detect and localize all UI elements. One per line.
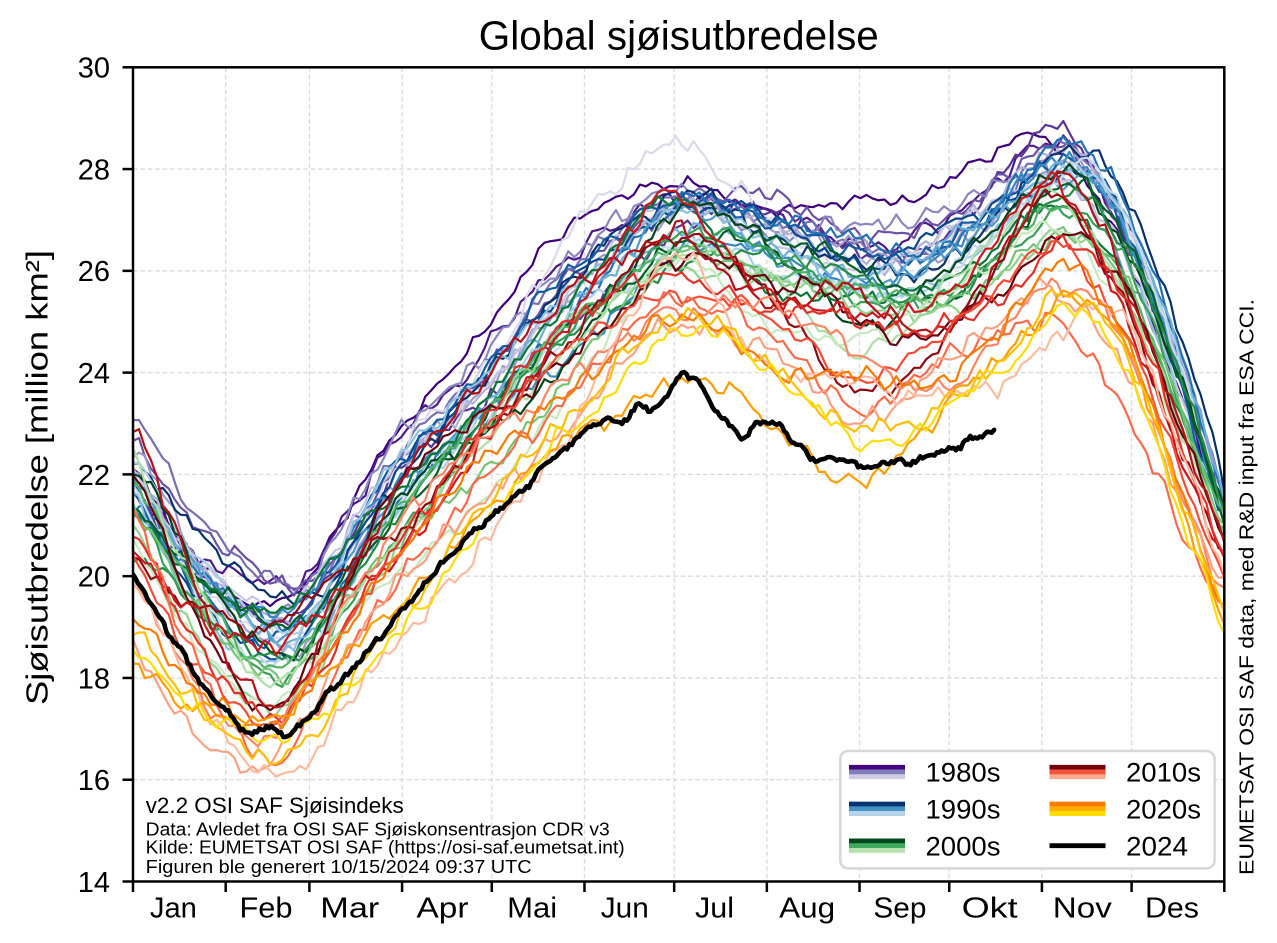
svg-text:24: 24 — [78, 358, 110, 390]
svg-text:30: 30 — [78, 53, 110, 85]
svg-text:1990s: 1990s — [926, 794, 1001, 824]
svg-text:Sep: Sep — [873, 893, 926, 925]
svg-text:2020s: 2020s — [1126, 794, 1201, 824]
svg-text:26: 26 — [78, 256, 110, 288]
svg-text:Global sjøisutbredelse: Global sjøisutbredelse — [479, 13, 879, 59]
svg-text:Sjøisutbredelse [million km²]: Sjøisutbredelse [million km²] — [20, 250, 55, 705]
svg-text:EUMETSAT OSI SAF data, med R&D: EUMETSAT OSI SAF data, med R&D input fra… — [1237, 299, 1259, 875]
svg-text:Okt: Okt — [962, 893, 1018, 925]
svg-text:Aug: Aug — [779, 893, 835, 925]
svg-text:2024: 2024 — [1126, 831, 1188, 861]
svg-text:Data: Avledet fra OSI SAF Sjøi: Data: Avledet fra OSI SAF Sjøiskonsentra… — [146, 820, 610, 840]
svg-text:2000s: 2000s — [926, 831, 1001, 861]
svg-text:1980s: 1980s — [926, 758, 1001, 788]
svg-text:14: 14 — [78, 867, 110, 899]
svg-text:20: 20 — [78, 562, 110, 594]
svg-text:Jun: Jun — [601, 893, 649, 925]
svg-text:Mar: Mar — [320, 893, 379, 925]
svg-text:28: 28 — [78, 155, 110, 187]
svg-text:Figuren ble generert 10/15/202: Figuren ble generert 10/15/2024 09:37 UT… — [146, 857, 532, 877]
svg-text:16: 16 — [78, 765, 110, 797]
svg-text:v2.2 OSI SAF Sjøisindeks: v2.2 OSI SAF Sjøisindeks — [146, 793, 404, 818]
svg-text:Des: Des — [1145, 893, 1199, 925]
svg-text:Nov: Nov — [1053, 893, 1113, 925]
svg-text:Jan: Jan — [150, 893, 197, 925]
svg-text:Apr: Apr — [417, 893, 469, 925]
svg-text:22: 22 — [78, 460, 110, 492]
svg-text:Mai: Mai — [507, 893, 557, 925]
svg-text:Kilde: EUMETSAT OSI SAF (https: Kilde: EUMETSAT OSI SAF (https://osi-saf… — [146, 837, 625, 857]
svg-text:Jul: Jul — [695, 893, 734, 925]
svg-text:Feb: Feb — [240, 893, 293, 925]
svg-text:18: 18 — [78, 663, 110, 695]
svg-text:2010s: 2010s — [1126, 758, 1201, 788]
